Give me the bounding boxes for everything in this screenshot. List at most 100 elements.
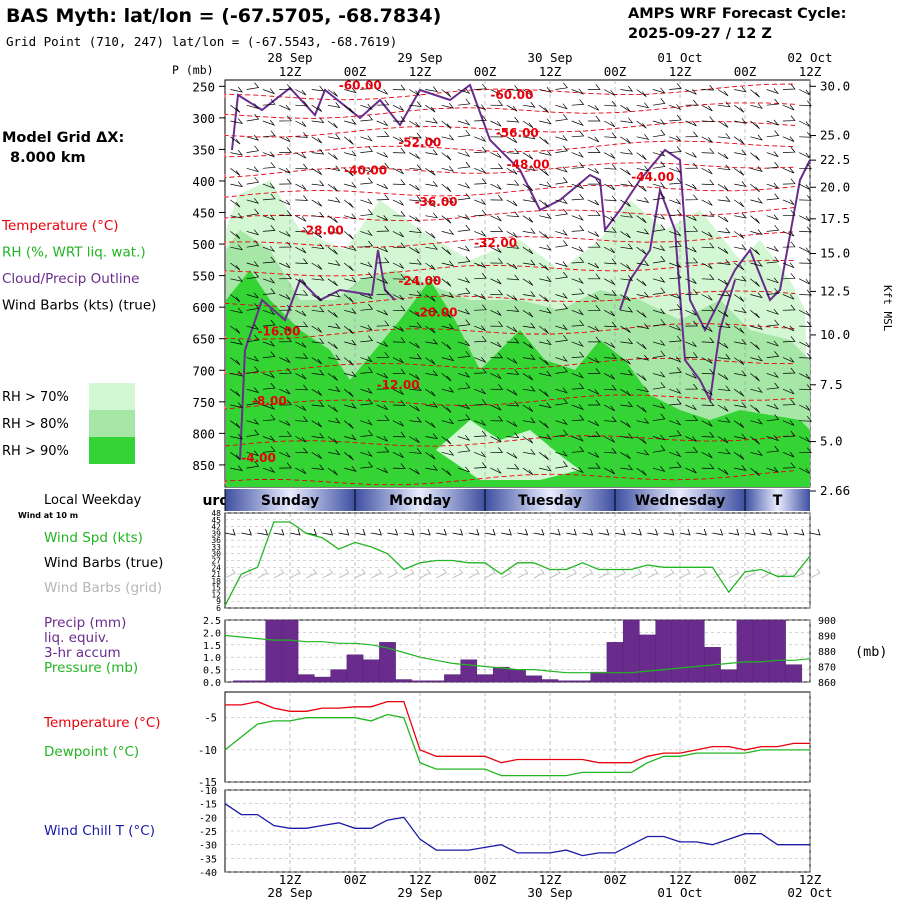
wind-barb bbox=[734, 338, 747, 345]
wind-barb-grid bbox=[679, 568, 691, 579]
wind-barb-true bbox=[241, 528, 252, 536]
wind-barb bbox=[766, 214, 780, 221]
wind-barb bbox=[376, 194, 390, 201]
precip-tick-label: 1.5 bbox=[203, 641, 221, 652]
temperature-contour bbox=[224, 470, 796, 486]
wind-barb bbox=[344, 465, 357, 472]
wind-barb bbox=[799, 278, 811, 285]
wind-barb-true bbox=[744, 528, 756, 536]
wind-barb bbox=[246, 240, 260, 248]
wind-barb bbox=[230, 370, 244, 377]
wind-barb bbox=[717, 353, 731, 360]
legend-label: Cloud/Precip Outline bbox=[2, 271, 139, 287]
wind-barb bbox=[327, 404, 338, 413]
wind-barb bbox=[522, 341, 534, 349]
wind-barb bbox=[246, 429, 260, 437]
wind-barb bbox=[246, 166, 260, 173]
wind-barb bbox=[799, 152, 811, 159]
wind-barb bbox=[669, 83, 682, 90]
wind-barb bbox=[457, 151, 471, 157]
wind-barb bbox=[327, 215, 338, 223]
wind-barb bbox=[376, 278, 388, 284]
wind-barb bbox=[441, 260, 455, 267]
wind-barb bbox=[685, 320, 699, 327]
wind-barb bbox=[734, 370, 747, 377]
wind-barb bbox=[425, 149, 439, 156]
wind-barb bbox=[669, 209, 682, 217]
wind-barb bbox=[604, 183, 615, 191]
wind-barb bbox=[279, 273, 292, 280]
pressure-unit-label: (mb) bbox=[855, 644, 888, 660]
precip-bar bbox=[769, 619, 786, 683]
wind-barb bbox=[522, 120, 534, 128]
wind-barb bbox=[295, 183, 307, 191]
height-tick-label: 12.5 bbox=[820, 283, 850, 298]
wind-barb-true bbox=[533, 528, 545, 536]
series-line bbox=[224, 803, 810, 857]
wind-barb bbox=[587, 357, 600, 364]
wind-barb bbox=[311, 306, 325, 313]
wind-barb bbox=[522, 152, 534, 160]
wind-barb bbox=[652, 192, 666, 201]
legend-label: RH (%, WRT liq. wat.) bbox=[2, 245, 146, 261]
wind-barb bbox=[441, 215, 452, 224]
wind-barb bbox=[669, 272, 682, 280]
wind-barb bbox=[571, 372, 584, 379]
wind-barb bbox=[538, 420, 549, 429]
wind-barb bbox=[733, 136, 745, 145]
wind-barb bbox=[782, 209, 796, 217]
wind-barb bbox=[490, 257, 504, 264]
wind-barb bbox=[571, 340, 584, 347]
wind-barb bbox=[555, 82, 568, 90]
wind-barb bbox=[441, 418, 455, 425]
wind-barb bbox=[490, 215, 502, 222]
wind-barb bbox=[636, 102, 650, 109]
wind-barb bbox=[669, 230, 682, 237]
wind-barb bbox=[717, 101, 731, 108]
wind-barb bbox=[717, 436, 729, 444]
pressure-axis-label: P (mb) bbox=[172, 63, 214, 77]
wind-barb bbox=[652, 276, 666, 283]
precip-bar bbox=[492, 666, 510, 683]
wind-barb bbox=[360, 430, 374, 437]
wind-barb bbox=[327, 436, 338, 444]
wind-barb-true bbox=[728, 528, 740, 536]
wind-barb bbox=[246, 397, 260, 406]
wind-panel-frame bbox=[224, 512, 811, 609]
wind-barb bbox=[279, 294, 291, 300]
wind-barb bbox=[766, 193, 780, 201]
wind-barb bbox=[799, 89, 811, 96]
date-label-bottom: 30 Sep bbox=[527, 885, 572, 900]
temperature-contour-label: -32.00 bbox=[474, 236, 517, 250]
wind-barb bbox=[409, 183, 420, 191]
wind-barb bbox=[652, 413, 666, 422]
wind-barb bbox=[652, 466, 666, 473]
wind-tick-label: 48 bbox=[211, 509, 221, 518]
wind-barb-true bbox=[468, 528, 480, 536]
wind-barb bbox=[279, 388, 291, 395]
temperature-contour-label: -8.00 bbox=[252, 394, 287, 408]
wind-barb bbox=[327, 278, 338, 287]
wind-barb bbox=[279, 167, 291, 174]
wind-barb bbox=[409, 385, 422, 391]
wind-barb bbox=[799, 195, 812, 201]
wind-barb bbox=[571, 383, 585, 390]
wind-barb bbox=[587, 241, 601, 248]
wind-barb-true bbox=[777, 528, 789, 536]
wind-barb bbox=[295, 100, 309, 107]
wind-barb-true bbox=[793, 528, 805, 536]
pressure-tick-label: 350 bbox=[192, 142, 215, 157]
wind-barb bbox=[376, 215, 388, 221]
wind-barb bbox=[652, 434, 666, 441]
wind-barb bbox=[425, 452, 436, 460]
wind-barb bbox=[392, 231, 404, 238]
wind-barb bbox=[701, 167, 713, 175]
wind-barb bbox=[425, 231, 436, 239]
wind-barb-true bbox=[322, 528, 334, 536]
wind-barb bbox=[587, 399, 601, 406]
wind-barb bbox=[555, 198, 568, 205]
wind-barb bbox=[701, 451, 713, 459]
wind-barb bbox=[441, 246, 452, 256]
wind-barb bbox=[782, 178, 796, 185]
wind-barb bbox=[571, 246, 584, 253]
